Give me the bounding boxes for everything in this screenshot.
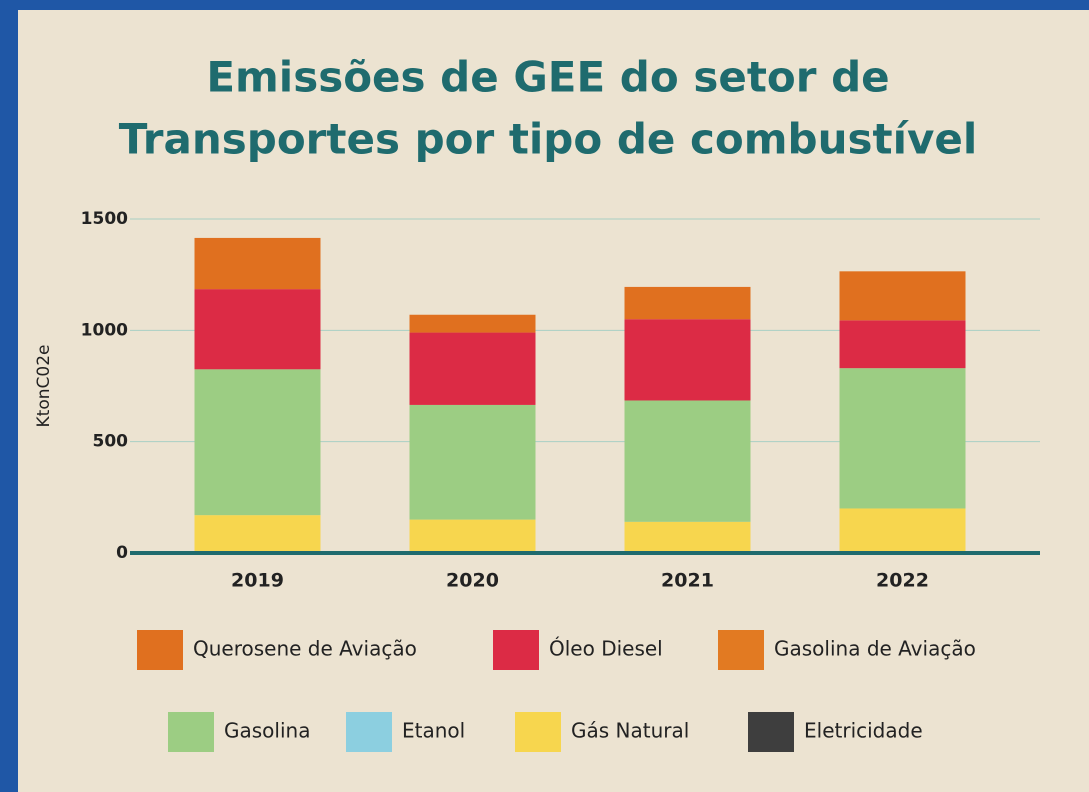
legend-swatch	[515, 712, 561, 752]
bar-segment	[839, 271, 966, 321]
legend-label: Óleo Diesel	[549, 637, 663, 661]
bar-segment	[839, 508, 966, 553]
bar-segment	[839, 368, 966, 509]
bar-segment	[194, 369, 321, 516]
x-tick-label: 2019	[231, 570, 284, 592]
legend-label: Gasolina	[224, 719, 310, 743]
legend-label: Gasolina de Aviação	[774, 637, 976, 661]
bar-segment	[409, 404, 536, 520]
legend-swatch	[493, 630, 539, 670]
legend-label: Querosene de Aviação	[193, 637, 417, 661]
legend-swatch	[748, 712, 794, 752]
bar-segment	[194, 515, 321, 553]
y-tick-label: 1500	[81, 209, 128, 229]
bar-segment	[194, 289, 321, 370]
legend-swatch	[168, 712, 214, 752]
bar-segment	[194, 237, 321, 290]
chart-title: Emissões de GEE do setor de	[206, 53, 889, 102]
x-tick-label: 2022	[876, 570, 929, 592]
x-tick-label: 2021	[661, 570, 714, 592]
y-axis-label: KtonC02e	[34, 345, 54, 428]
legend-label: Eletricidade	[804, 719, 923, 743]
bar-segment	[624, 400, 751, 522]
legend-swatch	[137, 630, 183, 670]
bar-segment	[624, 521, 751, 553]
bar-segment	[839, 320, 966, 369]
legend-label: Gás Natural	[571, 719, 689, 743]
y-tick-label: 0	[116, 543, 128, 563]
legend-swatch	[346, 712, 392, 752]
x-tick-label: 2020	[446, 570, 499, 592]
chart-title: Transportes por tipo de combustível	[119, 115, 977, 164]
bar-segment	[409, 314, 536, 333]
bar-segment	[409, 519, 536, 553]
legend-label: Etanol	[402, 719, 465, 743]
y-tick-label: 1000	[81, 320, 128, 340]
bar-segment	[624, 286, 751, 320]
legend-swatch	[718, 630, 764, 670]
y-tick-label: 500	[93, 432, 129, 452]
bar-segment	[409, 332, 536, 405]
bar-segment	[624, 319, 751, 401]
